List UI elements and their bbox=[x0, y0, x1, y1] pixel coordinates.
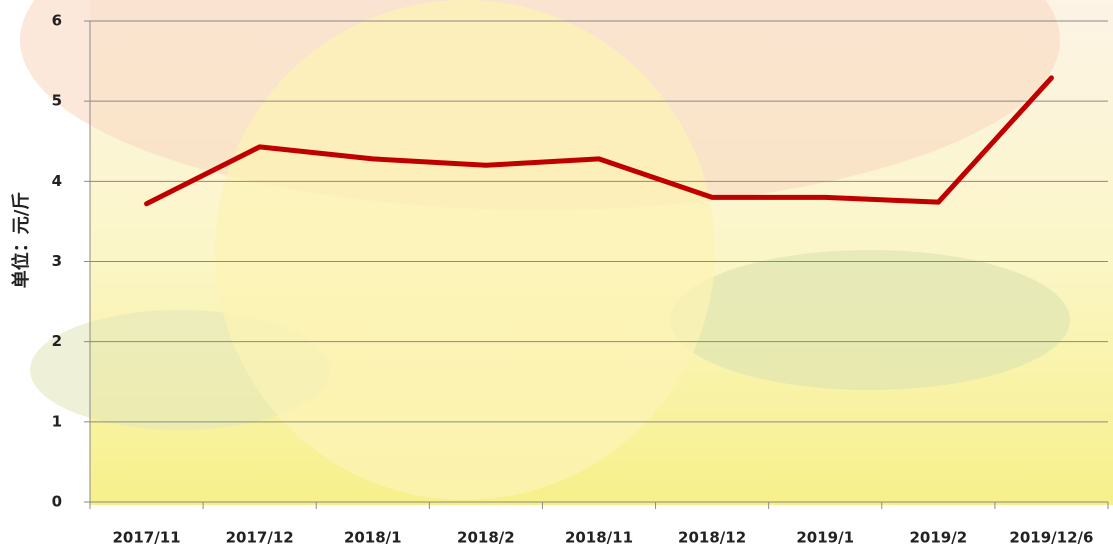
x-tick-label: 2018/11 bbox=[565, 529, 633, 547]
y-tick-label: 3 bbox=[52, 252, 62, 270]
y-tick-label: 6 bbox=[52, 12, 62, 30]
x-tick-label: 2018/2 bbox=[457, 529, 515, 547]
x-tick-label: 2017/12 bbox=[226, 529, 294, 547]
y-axis-label: 单位：元/斤 bbox=[10, 192, 32, 289]
y-tick-label: 1 bbox=[52, 412, 62, 430]
x-tick-label: 2019/1 bbox=[796, 529, 854, 547]
y-tick-label: 4 bbox=[52, 172, 62, 190]
y-tick-label: 0 bbox=[52, 493, 62, 511]
decor-slice bbox=[215, 0, 715, 500]
x-tick-label: 2018/12 bbox=[678, 529, 746, 547]
x-tick-label: 2018/1 bbox=[344, 529, 402, 547]
chart: 单位：元/斤 0 1 2 3 4 5 6 2017/11 2017/12 2018/1 2018/2… bbox=[0, 0, 1113, 552]
x-tick-label: 2017/11 bbox=[113, 529, 181, 547]
decor-leaf bbox=[670, 250, 1070, 390]
x-tick-label: 2019/12/6 bbox=[1009, 529, 1093, 547]
y-tick-label: 2 bbox=[52, 332, 62, 350]
y-tick-label: 5 bbox=[52, 92, 62, 110]
x-tick-label: 2019/2 bbox=[909, 529, 967, 547]
